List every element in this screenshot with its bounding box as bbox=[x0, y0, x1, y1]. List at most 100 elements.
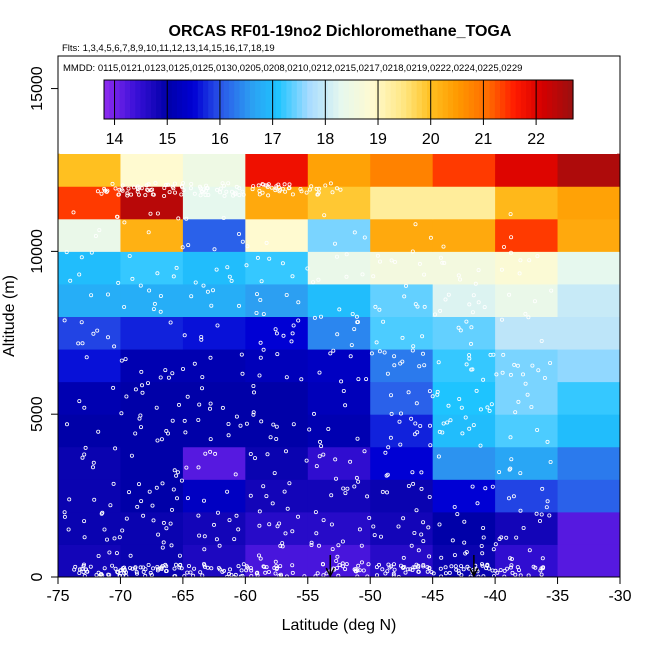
sample-point bbox=[443, 571, 448, 576]
sample-point bbox=[382, 350, 387, 355]
sample-point bbox=[430, 394, 435, 399]
heatmap-cell bbox=[370, 251, 434, 285]
sample-point bbox=[88, 564, 93, 569]
sample-point bbox=[313, 510, 318, 515]
sample-point bbox=[217, 543, 222, 548]
heatmap-cell bbox=[370, 511, 434, 545]
sample-point bbox=[354, 569, 359, 574]
sample-point bbox=[392, 567, 397, 572]
heatmap-cell bbox=[120, 381, 184, 415]
y-tick-label: 0 bbox=[29, 572, 46, 581]
sample-point bbox=[128, 566, 133, 571]
sample-point bbox=[147, 489, 152, 494]
sample-point bbox=[145, 187, 150, 192]
sample-point bbox=[337, 307, 342, 312]
sample-point bbox=[156, 566, 161, 571]
sample-point bbox=[518, 471, 523, 476]
sample-point bbox=[340, 561, 345, 566]
sample-point bbox=[501, 352, 506, 357]
sample-point bbox=[490, 568, 495, 573]
colorbar-stripe bbox=[145, 80, 152, 119]
sample-point bbox=[234, 184, 239, 189]
sample-point bbox=[316, 277, 321, 282]
sample-point bbox=[283, 189, 288, 194]
colorbar-tick-label: 20 bbox=[422, 131, 440, 148]
sample-point bbox=[268, 435, 273, 440]
sample-point bbox=[179, 192, 184, 197]
sample-point bbox=[254, 292, 259, 297]
sample-point bbox=[248, 493, 253, 498]
sample-point bbox=[254, 310, 259, 315]
sample-point bbox=[471, 423, 476, 428]
sample-point bbox=[163, 368, 168, 373]
sample-point bbox=[416, 569, 421, 574]
sample-point bbox=[215, 187, 220, 192]
sample-point bbox=[174, 473, 179, 478]
sample-point bbox=[284, 292, 289, 297]
sample-point bbox=[261, 347, 266, 352]
sample-point bbox=[290, 331, 295, 336]
sample-point bbox=[365, 494, 370, 499]
sample-point bbox=[227, 567, 232, 572]
sample-point bbox=[425, 565, 430, 570]
sample-point bbox=[244, 263, 249, 268]
sample-point bbox=[180, 366, 185, 371]
sample-point bbox=[282, 182, 287, 187]
sample-point bbox=[464, 362, 469, 367]
sample-point bbox=[545, 439, 550, 444]
sample-point bbox=[145, 381, 150, 386]
sample-point bbox=[402, 565, 407, 570]
sample-point bbox=[226, 433, 231, 438]
sample-point bbox=[161, 540, 166, 545]
x-tick-label: -40 bbox=[484, 588, 507, 605]
sample-point bbox=[184, 216, 189, 221]
sample-point bbox=[208, 401, 213, 406]
heatmap-cell bbox=[307, 479, 371, 513]
sample-point bbox=[422, 363, 427, 368]
sample-point bbox=[505, 566, 510, 571]
colorbar-stripe bbox=[468, 80, 475, 119]
sample-point bbox=[388, 393, 393, 398]
heatmap-cell bbox=[182, 251, 246, 285]
sample-point bbox=[389, 411, 394, 416]
sample-point bbox=[116, 192, 121, 197]
sample-point bbox=[513, 572, 518, 577]
heatmap-cell bbox=[557, 283, 620, 317]
sample-point bbox=[205, 186, 210, 191]
heatmap-cell bbox=[245, 479, 309, 513]
sample-point bbox=[89, 250, 94, 255]
sample-point bbox=[548, 459, 553, 464]
sample-point bbox=[383, 571, 388, 576]
sample-point bbox=[377, 259, 382, 264]
sample-point bbox=[177, 553, 182, 558]
sample-point bbox=[508, 372, 513, 377]
sample-point bbox=[349, 343, 354, 348]
sample-point bbox=[313, 574, 318, 577]
sample-point bbox=[244, 564, 249, 569]
sample-point bbox=[427, 554, 432, 559]
sample-point bbox=[256, 183, 261, 188]
sample-point bbox=[117, 535, 122, 540]
sample-point bbox=[275, 524, 280, 529]
sample-point bbox=[479, 562, 484, 567]
heatmap-cell bbox=[370, 349, 434, 383]
sample-point bbox=[440, 430, 445, 435]
sample-point bbox=[234, 414, 239, 419]
sample-point bbox=[112, 344, 117, 349]
sample-point bbox=[286, 186, 291, 191]
colorbar-stripe bbox=[406, 80, 413, 119]
sample-point bbox=[97, 228, 102, 233]
sample-point bbox=[377, 307, 382, 312]
colorbar-stripe bbox=[354, 80, 360, 119]
sample-point bbox=[79, 255, 84, 260]
sample-point bbox=[218, 186, 223, 191]
sample-point bbox=[256, 553, 261, 558]
sample-point bbox=[131, 185, 136, 190]
sample-point bbox=[334, 254, 339, 259]
sample-point bbox=[506, 496, 511, 501]
heatmap-cell bbox=[120, 283, 184, 317]
sample-point bbox=[180, 245, 185, 250]
heatmap-cell bbox=[432, 283, 496, 317]
sample-point bbox=[441, 421, 446, 426]
sample-point bbox=[414, 508, 419, 513]
